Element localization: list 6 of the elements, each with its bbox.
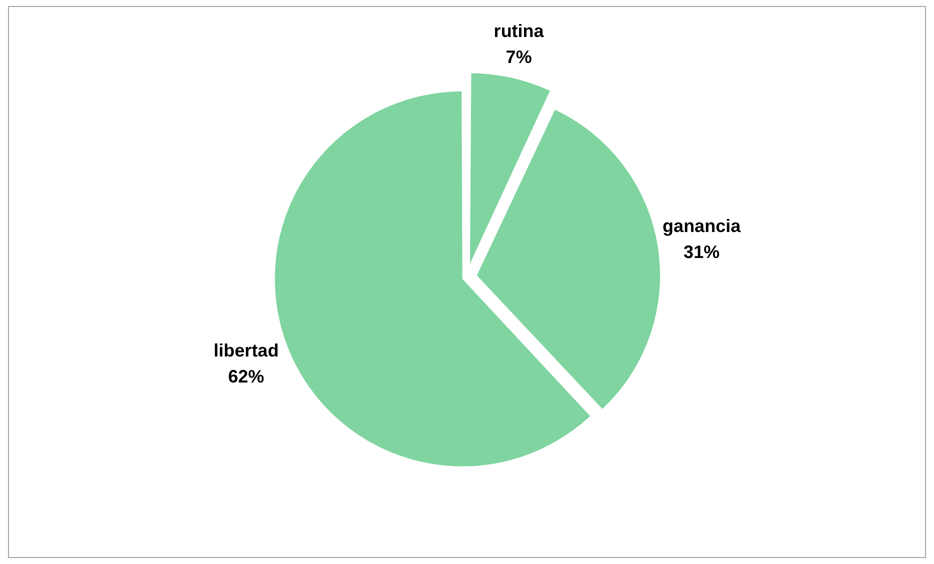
- slice-label: ganancia: [662, 216, 742, 236]
- data-label: 31%: [684, 242, 720, 262]
- data-label: 62%: [228, 366, 264, 386]
- data-label: 7%: [506, 47, 532, 68]
- slice-label: libertad: [214, 340, 279, 360]
- slice-label: rutina: [494, 21, 545, 42]
